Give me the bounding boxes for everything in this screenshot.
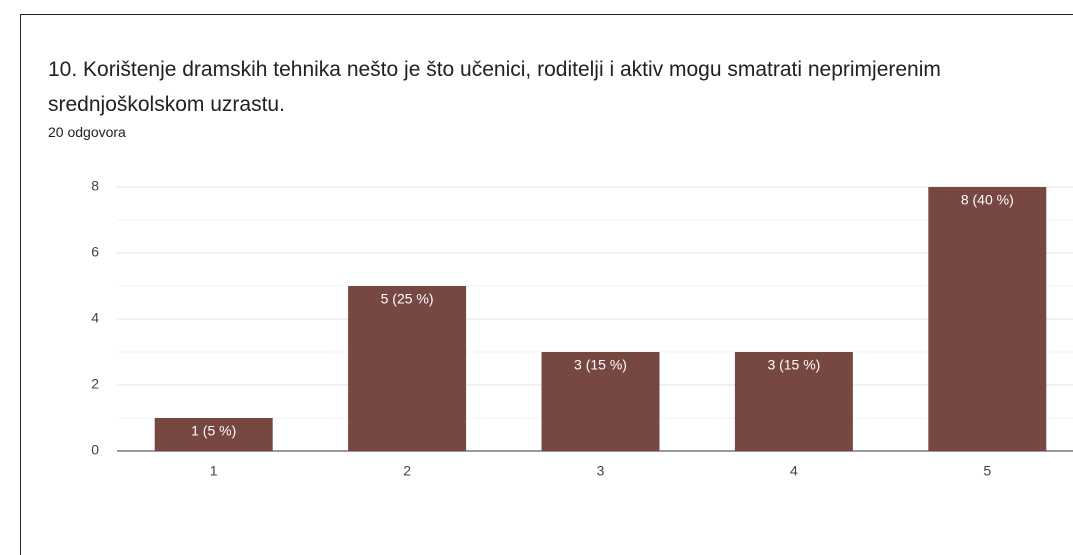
y-tick-label: 6	[91, 244, 99, 260]
y-tick-label: 8	[91, 178, 99, 194]
data-label: 3 (15 %)	[767, 357, 820, 373]
chart-title: 10. Korištenje dramskih tehnika nešto je…	[48, 58, 941, 116]
y-tick-label: 0	[91, 442, 99, 458]
bar	[348, 286, 467, 451]
x-tick-label: 1	[210, 463, 218, 479]
data-label: 5 (25 %)	[381, 291, 434, 307]
y-tick-label: 4	[91, 310, 99, 326]
bar	[541, 352, 660, 451]
bar	[154, 418, 273, 451]
data-label: 8 (40 %)	[961, 192, 1014, 208]
chart-subtitle: 20 odgovora	[48, 124, 126, 140]
bar	[734, 352, 853, 451]
card-frame	[20, 14, 1073, 555]
x-tick-label: 3	[597, 463, 605, 479]
x-tick-label: 5	[983, 463, 991, 479]
data-label: 1 (5 %)	[191, 423, 236, 439]
bar	[928, 187, 1047, 451]
data-label: 3 (15 %)	[574, 357, 627, 373]
y-tick-label: 2	[91, 376, 99, 392]
x-tick-label: 2	[403, 463, 411, 479]
x-tick-label: 4	[790, 463, 798, 479]
